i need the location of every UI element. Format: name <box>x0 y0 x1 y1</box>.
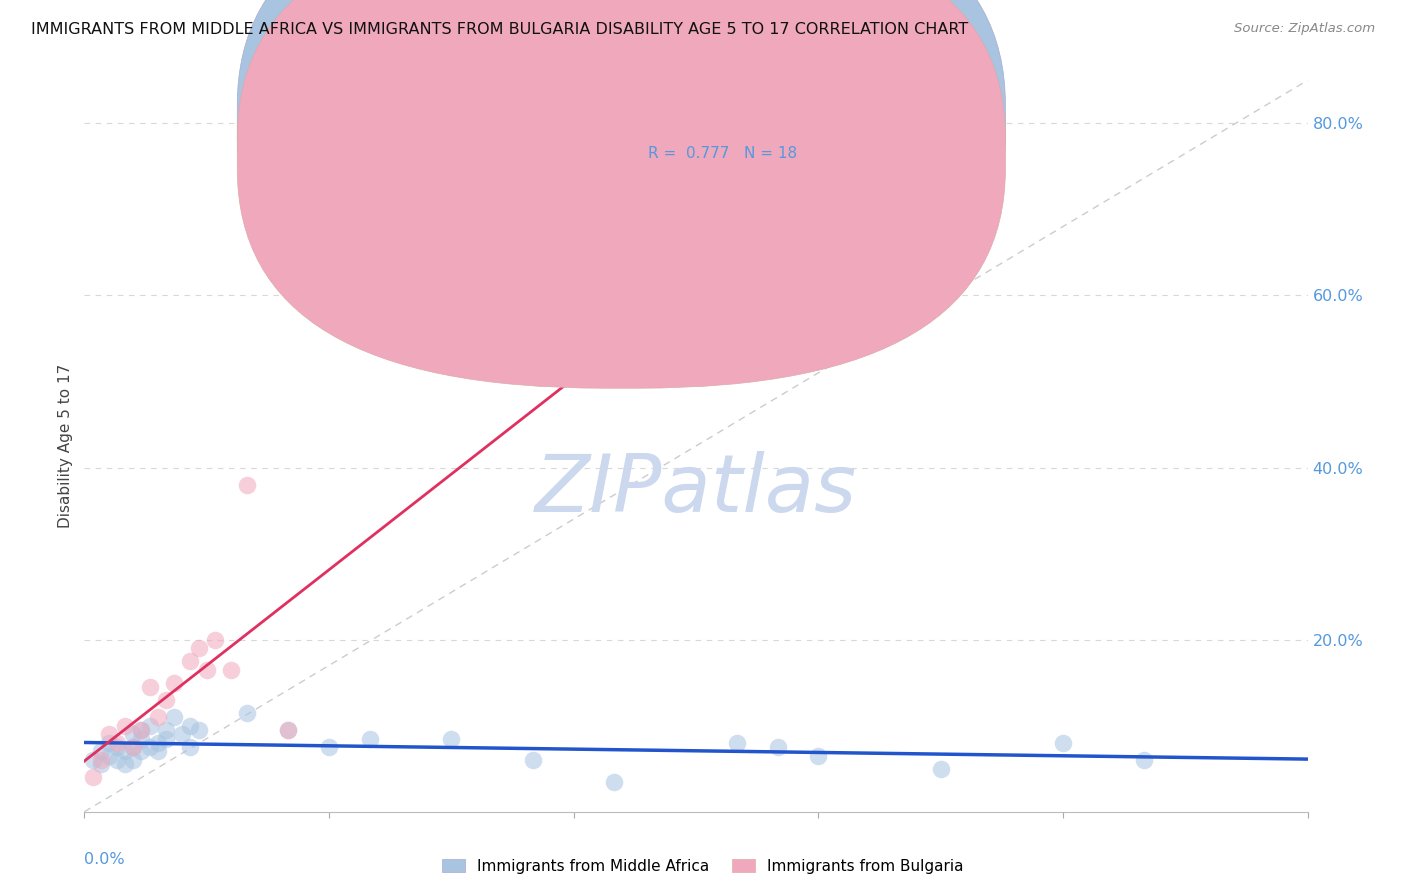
Point <box>766 740 789 755</box>
Point <box>807 748 830 763</box>
Point <box>1052 736 1074 750</box>
Point <box>187 641 209 656</box>
Point <box>929 762 952 776</box>
Point <box>138 680 160 694</box>
Point <box>138 740 160 755</box>
Point <box>163 710 186 724</box>
Text: ZIPatlas: ZIPatlas <box>534 450 858 529</box>
Text: 0.0%: 0.0% <box>84 852 125 867</box>
Point <box>204 632 226 647</box>
Point <box>114 744 136 758</box>
Text: IMMIGRANTS FROM MIDDLE AFRICA VS IMMIGRANTS FROM BULGARIA DISABILITY AGE 5 TO 17: IMMIGRANTS FROM MIDDLE AFRICA VS IMMIGRA… <box>31 22 969 37</box>
Point <box>277 723 299 737</box>
Point <box>725 736 748 750</box>
Point <box>114 719 136 733</box>
Point <box>146 744 169 758</box>
Point <box>179 654 201 668</box>
FancyBboxPatch shape <box>586 95 891 186</box>
Point <box>187 723 209 737</box>
Point <box>105 740 128 755</box>
Point <box>97 727 120 741</box>
Point <box>236 477 259 491</box>
Point <box>179 719 201 733</box>
Text: Source: ZipAtlas.com: Source: ZipAtlas.com <box>1234 22 1375 36</box>
Point <box>219 663 242 677</box>
Point <box>114 757 136 772</box>
Point <box>105 753 128 767</box>
Point <box>195 663 218 677</box>
Point <box>138 719 160 733</box>
Point <box>1133 753 1156 767</box>
Point <box>146 736 169 750</box>
Point <box>522 753 544 767</box>
Point <box>236 706 259 720</box>
Point <box>440 731 463 746</box>
Point <box>155 693 177 707</box>
Point <box>97 736 120 750</box>
Point <box>359 731 381 746</box>
Point <box>90 744 112 758</box>
Point <box>131 723 153 737</box>
FancyBboxPatch shape <box>238 0 1005 388</box>
Text: R = -0.104   N = 39: R = -0.104 N = 39 <box>648 113 799 128</box>
Point <box>179 740 201 755</box>
Legend: Immigrants from Middle Africa, Immigrants from Bulgaria: Immigrants from Middle Africa, Immigrant… <box>436 853 970 880</box>
Point <box>97 748 120 763</box>
Point <box>163 675 186 690</box>
Point <box>131 731 153 746</box>
Point <box>122 740 145 755</box>
Point <box>277 723 299 737</box>
Point <box>82 753 104 767</box>
Point <box>131 723 153 737</box>
Point <box>318 740 340 755</box>
Point <box>131 744 153 758</box>
Point <box>122 753 145 767</box>
Point <box>82 770 104 784</box>
FancyBboxPatch shape <box>238 0 1005 355</box>
Text: R =  0.777   N = 18: R = 0.777 N = 18 <box>648 146 797 161</box>
Point <box>90 757 112 772</box>
Point <box>172 727 194 741</box>
Point <box>155 731 177 746</box>
Y-axis label: Disability Age 5 to 17: Disability Age 5 to 17 <box>58 364 73 528</box>
Point <box>122 727 145 741</box>
Point <box>146 710 169 724</box>
Point <box>122 740 145 755</box>
Point <box>105 736 128 750</box>
Point <box>90 753 112 767</box>
Point <box>155 723 177 737</box>
Point <box>603 774 626 789</box>
